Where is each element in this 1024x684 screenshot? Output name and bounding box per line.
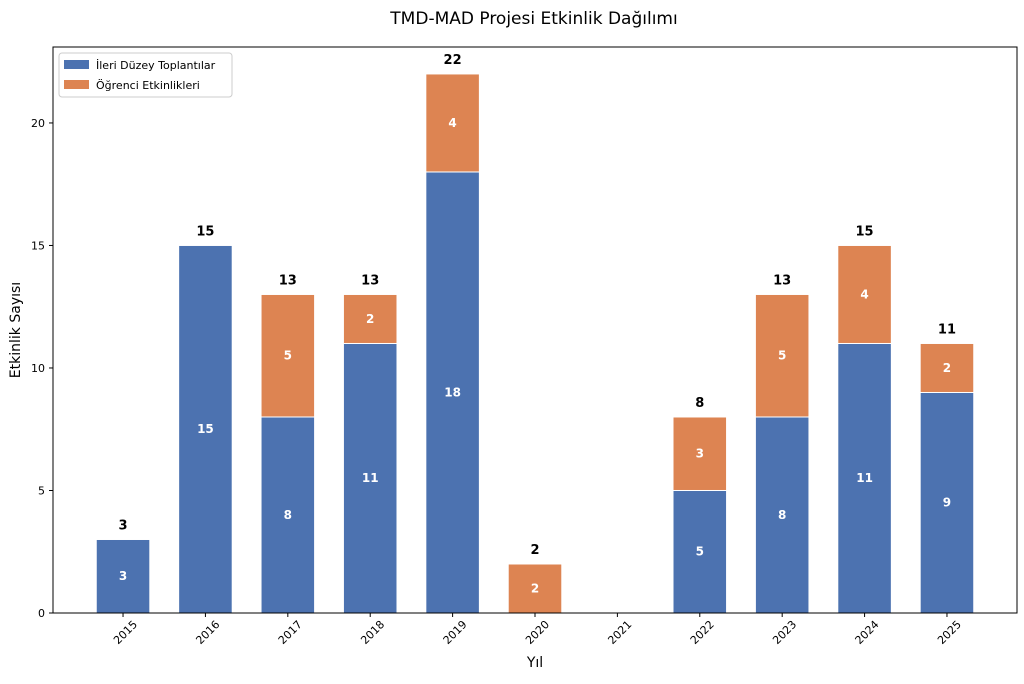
y-tick-label: 15 — [31, 239, 45, 252]
bar-value-label: 11 — [362, 471, 379, 485]
bar-value-label: 4 — [448, 116, 456, 130]
plot-frame — [52, 46, 1018, 614]
bar-value-label: 11 — [856, 471, 873, 485]
bar-value-label: 15 — [197, 422, 214, 436]
x-tick-label: 2023 — [770, 618, 799, 647]
y-tick-label: 5 — [38, 484, 45, 497]
legend-entry: Öğrenci Etkinlikleri — [96, 79, 200, 92]
bar-segment — [672, 489, 728, 614]
bar-segment — [260, 293, 316, 418]
legend-swatch — [64, 60, 89, 69]
legend-entry: İleri Düzey Toplantılar — [96, 59, 216, 72]
bar-segment — [342, 293, 398, 344]
x-tick-label: 2015 — [111, 618, 140, 647]
bar-value-label: 8 — [284, 508, 292, 522]
legend-swatch — [64, 80, 89, 89]
x-tick-label: 2024 — [853, 618, 882, 647]
x-tick-label: 2025 — [935, 618, 964, 647]
bar-value-label: 5 — [696, 545, 704, 559]
total-label: 13 — [361, 273, 379, 288]
x-tick-label: 2021 — [605, 618, 634, 647]
bar-value-label: 2 — [531, 581, 539, 595]
bar-value-label: 2 — [943, 361, 951, 375]
total-label: 15 — [856, 224, 874, 239]
bar-value-label: 8 — [778, 508, 786, 522]
total-label: 2 — [530, 543, 539, 558]
legend: İleri Düzey Toplantılar Öğrenci Etkinlikl… — [58, 52, 233, 98]
y-tick-label: 10 — [31, 362, 45, 375]
bar-segment — [754, 293, 810, 418]
legend-box — [58, 52, 233, 98]
x-axis-label: Yıl — [526, 655, 543, 671]
y-axis-label: Etkinlik Sayısı — [8, 282, 24, 378]
total-label: 13 — [773, 273, 791, 288]
bar-segment — [95, 538, 151, 614]
total-label: 22 — [444, 53, 462, 68]
chart-title: TMD-MAD Projesi Etkinlik Dağılımı — [389, 9, 677, 29]
bar-segment — [919, 342, 975, 393]
total-label: 3 — [119, 518, 128, 533]
x-tick-label: 2017 — [276, 618, 305, 647]
bar-value-label: 5 — [284, 349, 292, 363]
bar-value-label: 4 — [860, 287, 868, 301]
bar-segment — [754, 416, 810, 614]
total-label: 8 — [695, 396, 704, 411]
bar-segment — [837, 244, 892, 344]
bar-value-label: 9 — [943, 496, 951, 510]
x-tick-label: 2020 — [523, 618, 552, 647]
bar-segment — [342, 342, 398, 614]
y-tick-label: 20 — [31, 117, 45, 130]
total-label: 15 — [196, 224, 214, 239]
bar-value-label: 2 — [366, 312, 374, 326]
total-label: 13 — [279, 273, 297, 288]
y-tick-label: 0 — [38, 607, 45, 620]
bar-segment — [178, 244, 233, 614]
x-tick-label: 2019 — [441, 618, 470, 647]
bar-segment — [425, 73, 480, 173]
total-label: 11 — [938, 322, 956, 337]
bar-value-label: 3 — [696, 447, 704, 461]
bar-value-label: 5 — [778, 349, 786, 363]
bar-segment — [919, 391, 975, 614]
x-tick-label: 2022 — [688, 618, 717, 647]
x-tick-label: 2016 — [193, 618, 222, 647]
bar-segment — [672, 416, 728, 491]
bar-value-label: 18 — [444, 385, 461, 399]
x-tick-label: 2018 — [358, 618, 387, 647]
bar-value-label: 3 — [119, 569, 127, 583]
